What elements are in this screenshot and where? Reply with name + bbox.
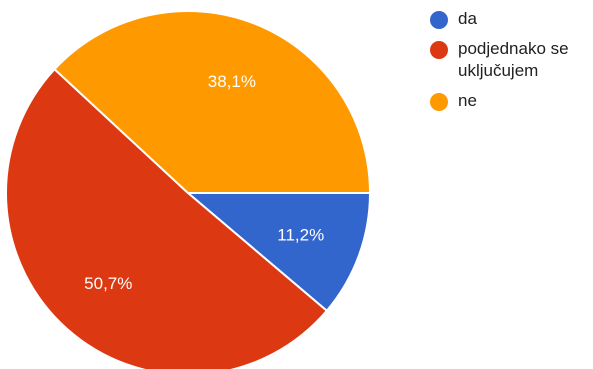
pie-slice-label-2: 38,1% (208, 72, 256, 91)
legend-label-podjednako: podjednako se uključujem (458, 39, 569, 80)
legend-swatch-ne (430, 93, 448, 111)
legend-label-da: da (458, 9, 477, 28)
legend-swatch-podjednako (430, 41, 448, 59)
pie-slice-label-0: 11,2% (277, 225, 324, 244)
legend-item-da[interactable]: da (430, 8, 590, 30)
legend-swatch-da (430, 11, 448, 29)
pie-slice-1[interactable] (5, 67, 329, 369)
pie-slice-2[interactable] (53, 10, 372, 194)
legend-label-ne: ne (458, 91, 477, 110)
legend: da podjednako se uključujem ne (430, 8, 590, 120)
pie-slice-label-1: 50,7% (84, 274, 132, 293)
pie-slice-0[interactable] (185, 192, 372, 313)
legend-item-ne[interactable]: ne (430, 90, 590, 112)
legend-item-podjednako[interactable]: podjednako se uključujem (430, 38, 590, 82)
